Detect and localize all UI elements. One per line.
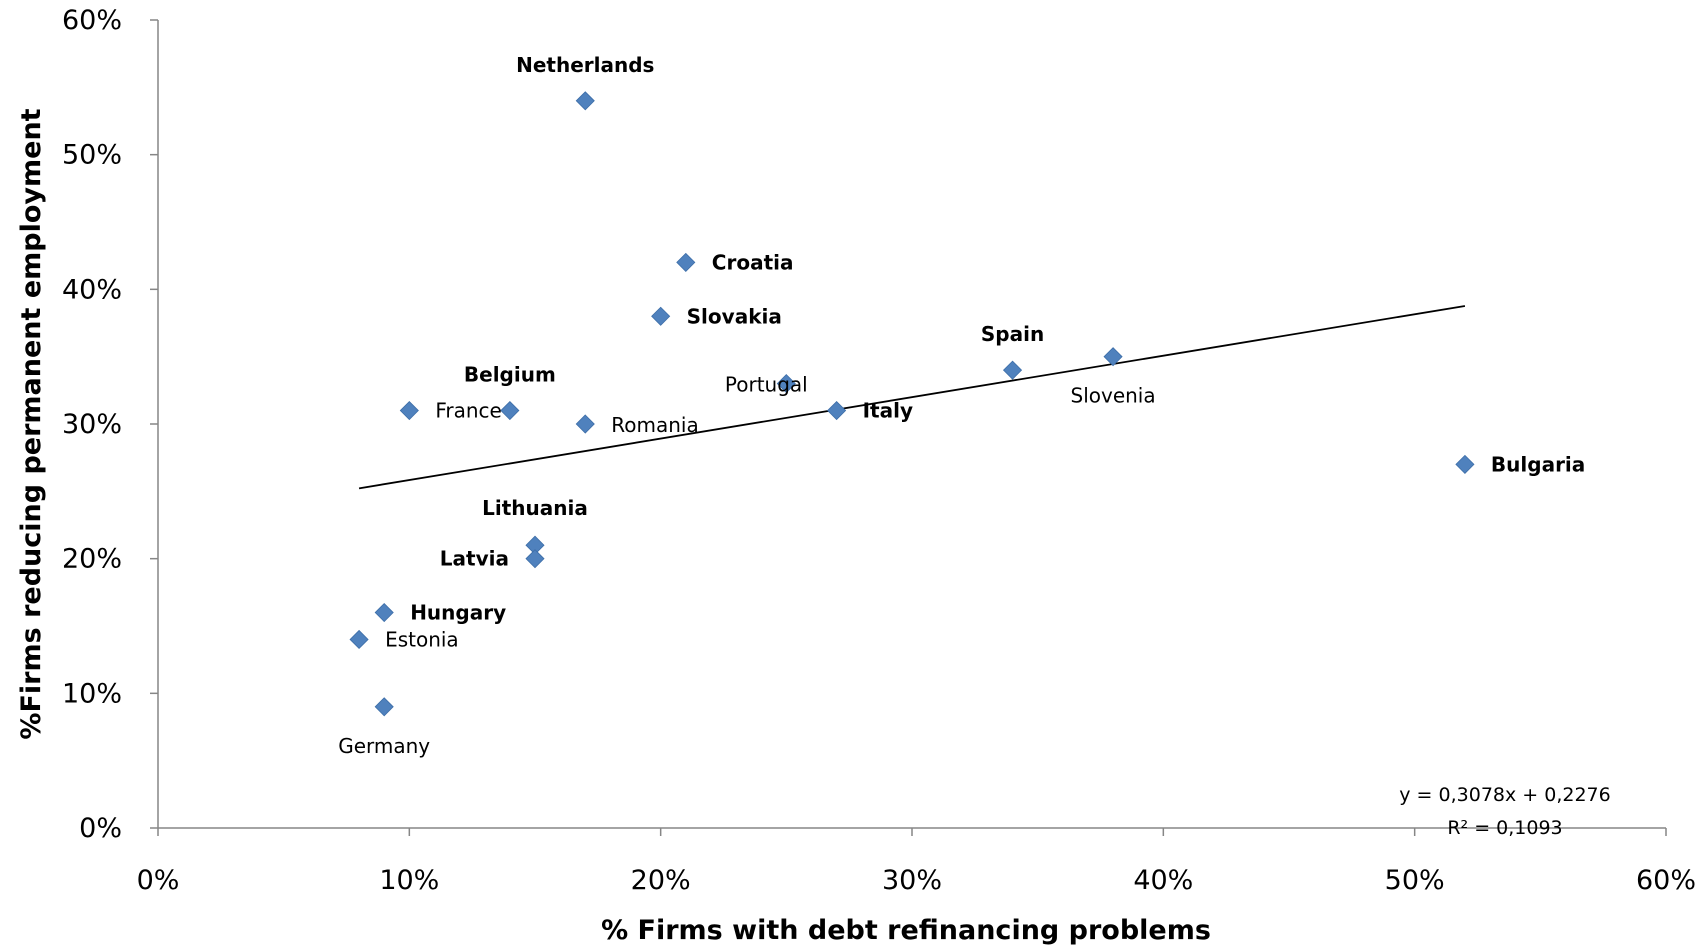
trend-equation: y = 0,3078x + 0,2276 — [1399, 784, 1610, 806]
data-point-marker — [399, 400, 419, 421]
data-point-marker — [1455, 454, 1475, 474]
data-point-label: Latvia — [440, 547, 509, 571]
y-tick-label: 50% — [62, 140, 122, 171]
data-point-label: Bulgaria — [1491, 452, 1585, 476]
data-point-label: Croatia — [712, 250, 794, 274]
x-tick-label: 10% — [379, 865, 439, 896]
data-point-label: Hungary — [410, 601, 506, 625]
data-point-marker — [525, 549, 545, 569]
data-point-label: Netherlands — [516, 53, 654, 77]
data-point-marker — [1002, 360, 1023, 380]
data-point-label: Italy — [863, 399, 913, 423]
x-tick-label: 50% — [1385, 865, 1445, 896]
y-tick-label: 60% — [62, 5, 122, 36]
data-point-label: Spain — [981, 322, 1044, 346]
data-point-label: Germany — [338, 734, 430, 758]
data-point-marker — [827, 400, 847, 421]
x-axis-title: % Firms with debt refinancing problems — [601, 915, 1211, 946]
data-point-label: Slovenia — [1071, 384, 1156, 408]
y-axis-title: %Firms reducing permanent employment — [16, 108, 47, 739]
data-point-marker — [651, 306, 671, 326]
data-point-label: Belgium — [464, 363, 556, 387]
data-point-label: Estonia — [385, 627, 459, 651]
data-point-marker — [575, 91, 595, 111]
y-tick-label: 10% — [62, 678, 122, 709]
data-point-label: Lithuania — [482, 496, 588, 520]
y-axis-ticks: 0% 10% 20% 30% 40% 50% 60% — [62, 5, 158, 844]
data-markers — [349, 91, 1475, 717]
x-axis-ticks: 0% 10% 20% 30% 40% 50% 60% — [137, 828, 1696, 896]
y-tick-label: 20% — [62, 544, 122, 575]
data-point-label: Romania — [611, 413, 698, 437]
data-point-label: Slovakia — [687, 304, 782, 328]
x-tick-label: 0% — [137, 865, 180, 896]
data-point-marker — [676, 252, 696, 272]
data-point-label: France — [435, 399, 502, 423]
x-tick-label: 30% — [882, 865, 942, 896]
y-tick-label: 40% — [62, 274, 122, 305]
x-tick-label: 20% — [631, 865, 691, 896]
x-tick-label: 60% — [1636, 865, 1696, 896]
trend-line — [358, 305, 1466, 490]
data-point-marker — [374, 602, 394, 623]
data-point-marker — [776, 374, 796, 394]
data-point-label: Portugal — [725, 373, 808, 397]
point-labels: Netherlands Croatia Slovakia Spain Slovenia B… — [338, 53, 1585, 758]
r-squared: R² = 0,1093 — [1447, 817, 1562, 839]
data-point-marker — [575, 414, 595, 434]
data-point-marker — [349, 629, 369, 650]
x-tick-label: 40% — [1133, 865, 1193, 896]
y-tick-label: 30% — [62, 409, 122, 440]
data-point-marker — [500, 400, 520, 421]
data-point-marker — [374, 697, 394, 717]
y-tick-label: 0% — [79, 813, 122, 844]
data-point-marker — [1103, 347, 1123, 367]
